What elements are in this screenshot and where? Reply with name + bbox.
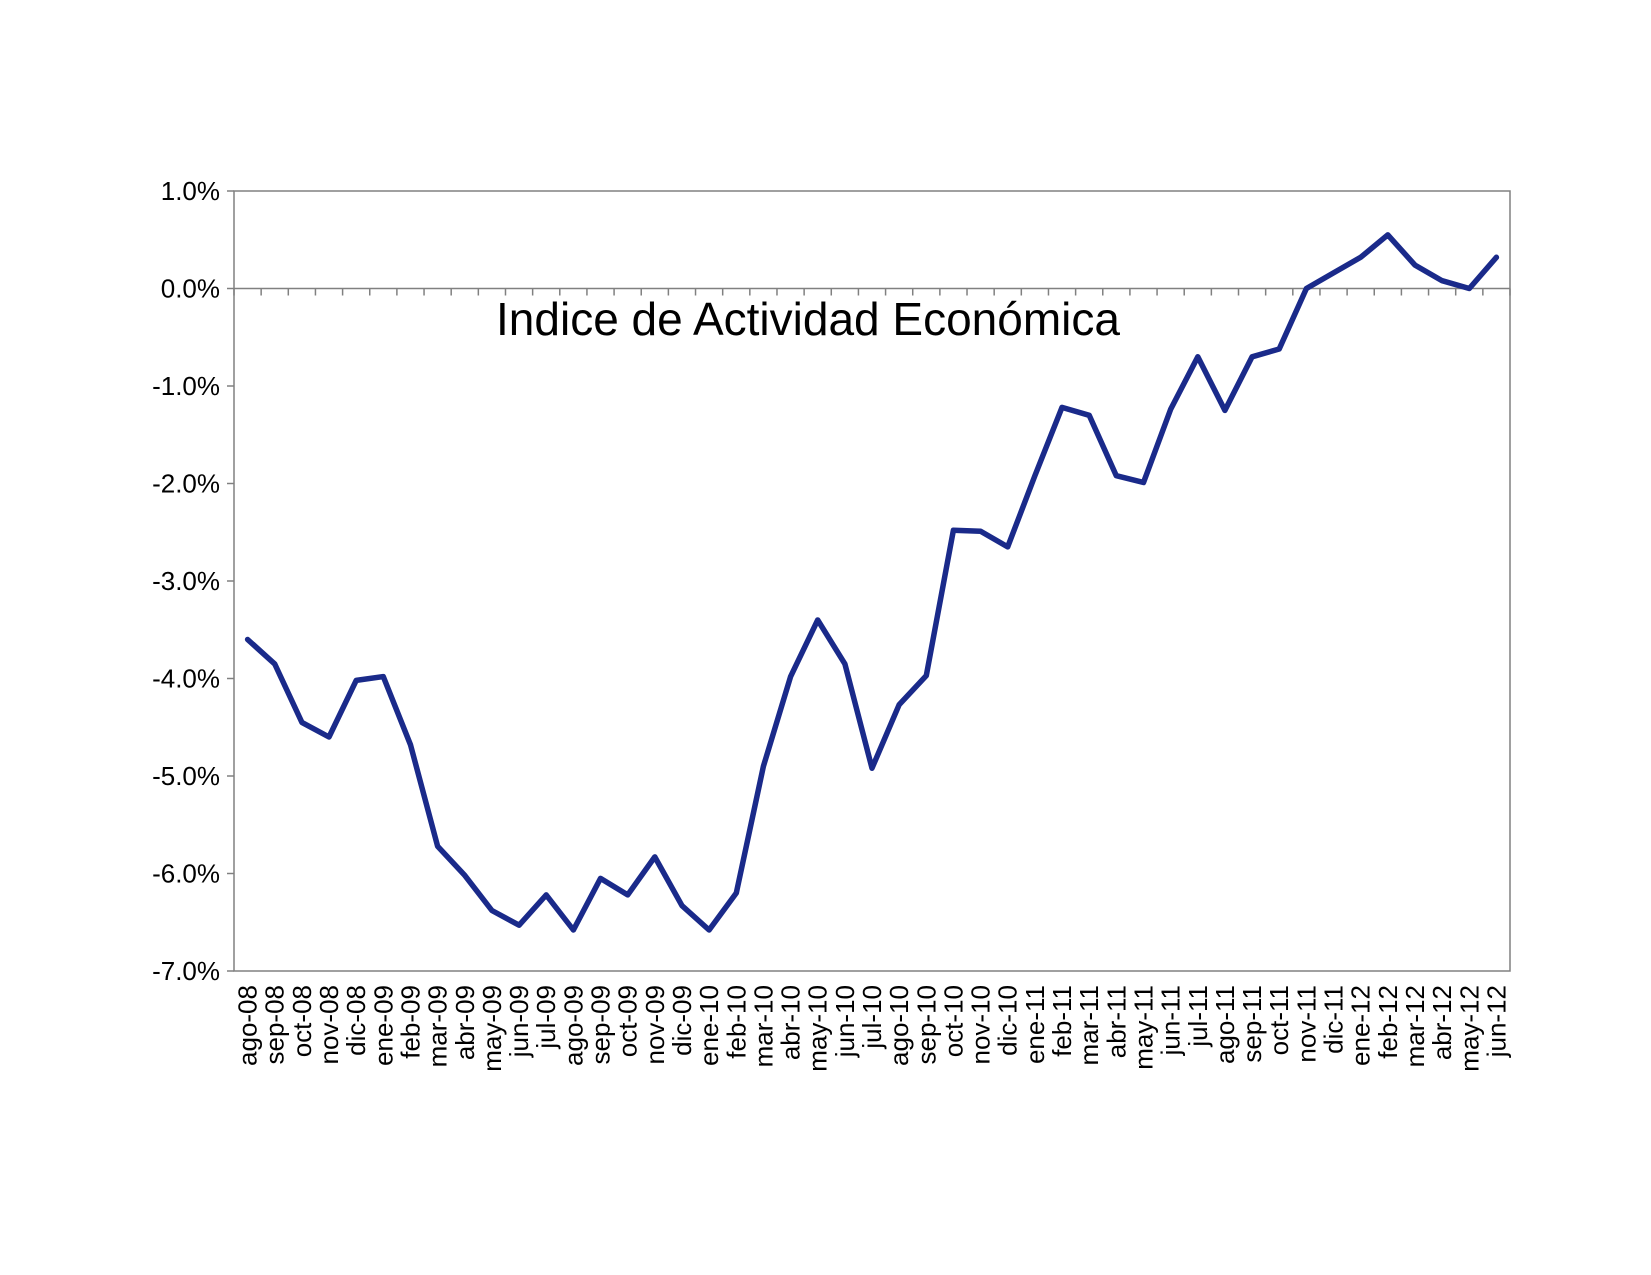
y-tick-label: 1.0% (161, 176, 220, 206)
x-tick-label: oct-11 (1264, 985, 1294, 1055)
x-tick-label: abr-12 (1427, 985, 1457, 1060)
x-tick-label: mar-09 (423, 985, 453, 1067)
x-tick-label: nov-11 (1291, 985, 1321, 1063)
x-tick-label: abr-10 (776, 985, 806, 1060)
y-tick-label: 0.0% (161, 274, 220, 304)
x-tick-label: feb-11 (1047, 985, 1077, 1057)
x-tick-label: abr-09 (450, 985, 480, 1060)
x-tick-label: oct-09 (613, 985, 643, 1057)
x-tick-label: nov-09 (640, 985, 670, 1065)
x-tick-label: dic-09 (667, 985, 697, 1056)
y-tick-label: -6.0% (152, 859, 220, 889)
x-tick-label: ago-11 (1210, 985, 1240, 1064)
x-tick-label: mar-11 (1074, 985, 1104, 1065)
x-axis: ago-08sep-08oct-08nov-08dic-08ene-09feb-… (233, 288, 1511, 1072)
x-tick-label: dic-08 (341, 985, 371, 1056)
x-tick-label: sep-10 (911, 985, 941, 1065)
x-tick-label: ene-11 (1020, 985, 1050, 1064)
y-tick-label: -2.0% (152, 469, 220, 499)
x-tick-label: feb-12 (1373, 985, 1403, 1059)
x-tick-label: jun-11 (1156, 985, 1186, 1056)
y-tick-label: -5.0% (152, 761, 220, 791)
x-tick-label: ago-09 (558, 985, 588, 1066)
x-tick-label: may-12 (1454, 985, 1484, 1072)
x-tick-label: ago-10 (884, 985, 914, 1066)
x-tick-label: feb-10 (721, 985, 751, 1059)
x-tick-label: ene-10 (694, 985, 724, 1066)
chart-title: Indice de Actividad Económica (496, 293, 1120, 345)
x-tick-label: may-09 (477, 985, 507, 1072)
x-tick-label: may-11 (1128, 985, 1158, 1070)
x-tick-label: ene-12 (1346, 985, 1376, 1066)
x-tick-label: abr-11 (1101, 985, 1131, 1058)
y-tick-label: -4.0% (152, 664, 220, 694)
y-tick-label: -7.0% (152, 956, 220, 986)
y-axis: 1.0% 0.0% -1.0% -2.0% -3.0% -4.0% -5.0% -6.0% -7… (152, 176, 1510, 986)
series-line (244, 232, 1500, 933)
x-tick-label: oct-08 (287, 985, 317, 1057)
x-tick-label: jun-10 (830, 985, 860, 1058)
x-tick-label: sep-11 (1237, 985, 1267, 1063)
x-tick-label: jun-12 (1481, 985, 1511, 1058)
x-tick-label: dic-10 (993, 985, 1023, 1056)
y-tick-label: -1.0% (152, 371, 220, 401)
x-tick-label: may-10 (803, 985, 833, 1072)
x-tick-label: nov-10 (966, 985, 996, 1065)
x-tick-label: feb-09 (395, 985, 425, 1059)
x-tick-label: nov-08 (314, 985, 344, 1065)
y-tick-label: -3.0% (152, 566, 220, 596)
x-tick-label: jul-11 (1183, 985, 1213, 1048)
x-tick-label: mar-10 (748, 985, 778, 1067)
x-tick-label: jul-09 (531, 985, 561, 1050)
x-tick-label: jul-10 (857, 985, 887, 1050)
x-tick-label: sep-08 (260, 985, 290, 1065)
x-tick-label: jun-09 (504, 985, 534, 1058)
series-layer (244, 232, 1500, 933)
x-tick-label: sep-09 (586, 985, 616, 1065)
x-tick-label: dic-11 (1319, 985, 1349, 1054)
x-tick-label: ene-09 (368, 985, 398, 1066)
plot-area-frame (233, 190, 1511, 972)
x-tick-label: ago-08 (233, 985, 263, 1066)
x-tick-label: mar-12 (1400, 985, 1430, 1067)
x-tick-label: oct-10 (938, 985, 968, 1057)
